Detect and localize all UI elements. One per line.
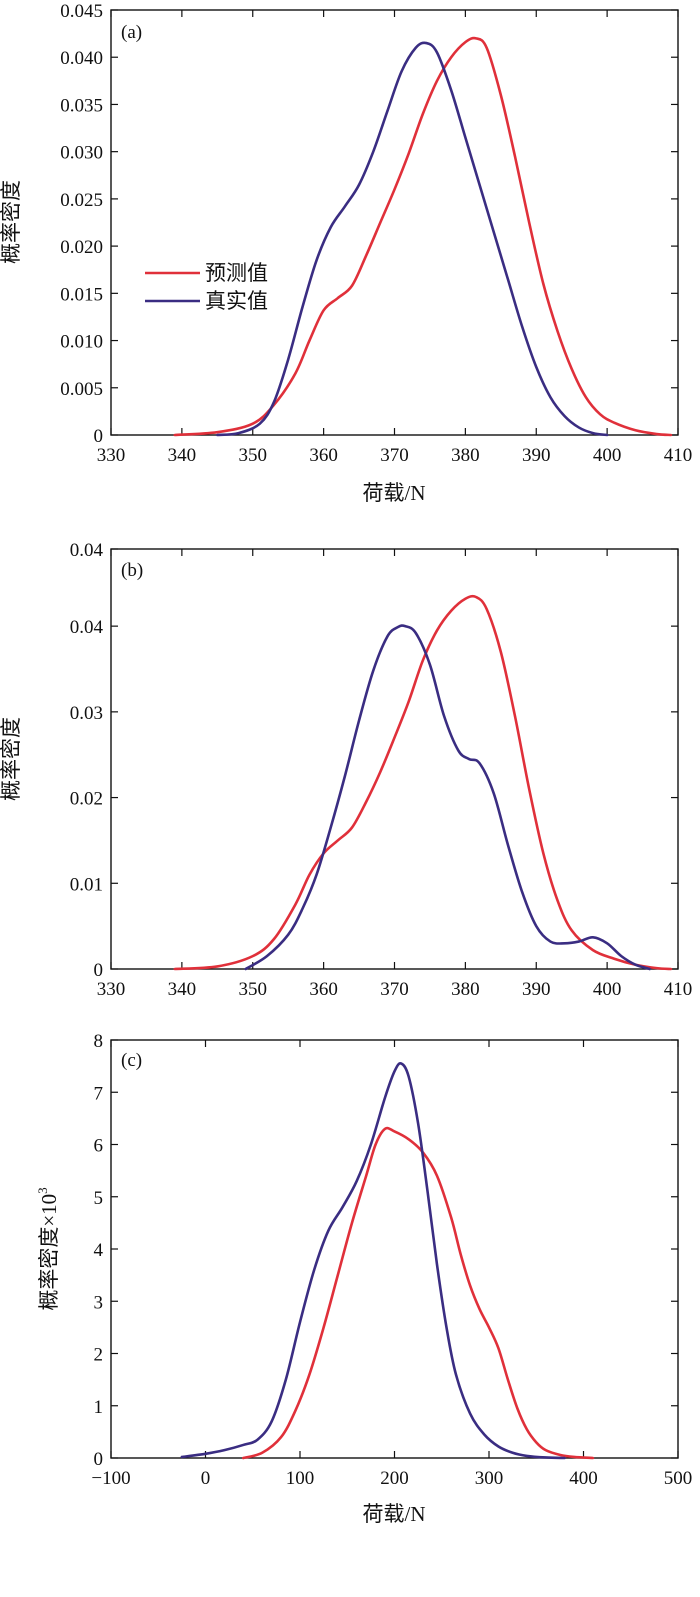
y-axis-title-exponent: 3 — [35, 1187, 50, 1194]
y-ticks: 0 1 2 3 4 5 6 7 8 — [94, 1031, 678, 1470]
y-tick-label: 0.035 — [60, 95, 103, 116]
y-tick-label: 2 — [94, 1345, 104, 1366]
x-tick-label: 300 — [475, 1468, 504, 1489]
y-tick-label: 5 — [94, 1188, 104, 1209]
y-tick-label: 0.015 — [60, 284, 103, 305]
y-tick-label: 0 — [94, 1449, 104, 1470]
x-tick-label: 390 — [522, 445, 551, 466]
x-tick-label: 370 — [380, 979, 409, 1000]
panel-b: (b) 概率密度 330 340 350 360 370 380 390 400 410 0 0.… — [0, 540, 692, 1000]
plot-frame — [110, 9, 679, 436]
x-tick-label: 330 — [97, 445, 126, 466]
y-axis-title: 概率密度×103 — [35, 1187, 61, 1310]
legend: 预测值 真实值 — [145, 261, 268, 313]
x-tick-label: 100 — [286, 1468, 315, 1489]
series-line-predicted — [242, 1126, 595, 1460]
legend-label-actual: 真实值 — [205, 289, 268, 313]
y-tick-label: 0.045 — [60, 1, 103, 22]
x-tick-label: 380 — [451, 979, 480, 1000]
x-tick-label: 350 — [239, 445, 268, 466]
y-tick-label: 0.010 — [60, 332, 103, 353]
x-tick-label: 500 — [664, 1468, 693, 1489]
series-line-actual — [244, 624, 651, 971]
x-tick-label: 400 — [569, 1468, 598, 1489]
x-tick-label: 350 — [239, 979, 268, 1000]
x-tick-label: 370 — [380, 445, 409, 466]
y-tick-label: 0 — [94, 426, 104, 447]
series-group — [180, 1062, 595, 1460]
panel-tag: (b) — [121, 560, 143, 581]
y-tick-label: 0.040 — [60, 48, 103, 69]
y-tick-label: 0.03 — [70, 703, 103, 724]
x-tick-label: 330 — [97, 979, 126, 1000]
y-tick-label: 1 — [94, 1397, 104, 1418]
plot-frame — [110, 548, 679, 970]
x-tick-label: 410 — [664, 445, 693, 466]
x-tick-label: 390 — [522, 979, 551, 1000]
x-ticks: −100 0 100 200 300 400 500 — [91, 1040, 692, 1489]
x-tick-label: 360 — [309, 445, 338, 466]
panel-a: (a) 荷载/N 概率密度 330 340 350 360 370 380 390 400 41… — [0, 1, 692, 505]
x-ticks: 330 340 350 360 370 380 390 400 410 — [97, 549, 693, 1000]
x-axis-title: 荷载/N — [363, 1502, 426, 1526]
x-tick-label: 340 — [168, 979, 197, 1000]
y-tick-label: 0.04 — [70, 617, 104, 638]
y-tick-label: 0 — [94, 960, 104, 981]
y-tick-label: 0.020 — [60, 237, 103, 258]
y-tick-label: 3 — [94, 1292, 104, 1313]
x-tick-label: 410 — [664, 979, 693, 1000]
y-tick-label: 8 — [94, 1031, 104, 1052]
x-tick-label: 340 — [168, 445, 197, 466]
y-axis-title: 概率密度 — [0, 717, 23, 801]
y-tick-label: 0.025 — [60, 190, 103, 211]
x-tick-label: 400 — [593, 445, 622, 466]
y-tick-label: 7 — [94, 1083, 104, 1104]
plot-frame — [110, 1039, 679, 1459]
y-tick-label: 0.01 — [70, 874, 103, 895]
x-axis-title: 荷载/N — [363, 481, 426, 505]
y-axis-title: 概率密度 — [0, 180, 23, 264]
y-tick-label: 0.04 — [70, 540, 104, 561]
panel-tag: (a) — [121, 22, 142, 43]
x-tick-label: 400 — [593, 979, 622, 1000]
x-tick-label: 0 — [201, 1468, 211, 1489]
x-tick-label: 360 — [309, 979, 338, 1000]
y-ticks: 0 0.005 0.010 0.015 0.020 0.025 0.030 0.035 0.04… — [60, 1, 678, 447]
y-axis-title-main: 概率密度×10 — [37, 1194, 61, 1311]
y-ticks: 0 0.01 0.02 0.03 0.04 0.04 — [70, 540, 678, 981]
legend-label-predicted: 预测值 — [205, 261, 268, 285]
panel-c: (c) 荷载/N 概率密度×103 −100 0 100 200 300 400 500 0… — [35, 1031, 692, 1526]
x-tick-label: 200 — [380, 1468, 409, 1489]
series-line-predicted — [173, 594, 673, 971]
y-tick-label: 0.005 — [60, 379, 103, 400]
x-tick-label: −100 — [91, 1468, 130, 1489]
y-tick-label: 0.02 — [70, 789, 103, 810]
series-line-actual — [180, 1062, 566, 1460]
series-group — [173, 36, 673, 437]
series-group — [173, 594, 673, 971]
y-tick-label: 0.030 — [60, 143, 103, 164]
panel-tag: (c) — [121, 1050, 142, 1071]
y-tick-label: 4 — [94, 1240, 104, 1261]
x-ticks: 330 340 350 360 370 380 390 400 410 — [97, 10, 693, 466]
series-line-predicted — [173, 36, 673, 437]
x-tick-label: 380 — [451, 445, 480, 466]
series-line-actual — [216, 41, 609, 437]
y-tick-label: 6 — [94, 1136, 104, 1157]
